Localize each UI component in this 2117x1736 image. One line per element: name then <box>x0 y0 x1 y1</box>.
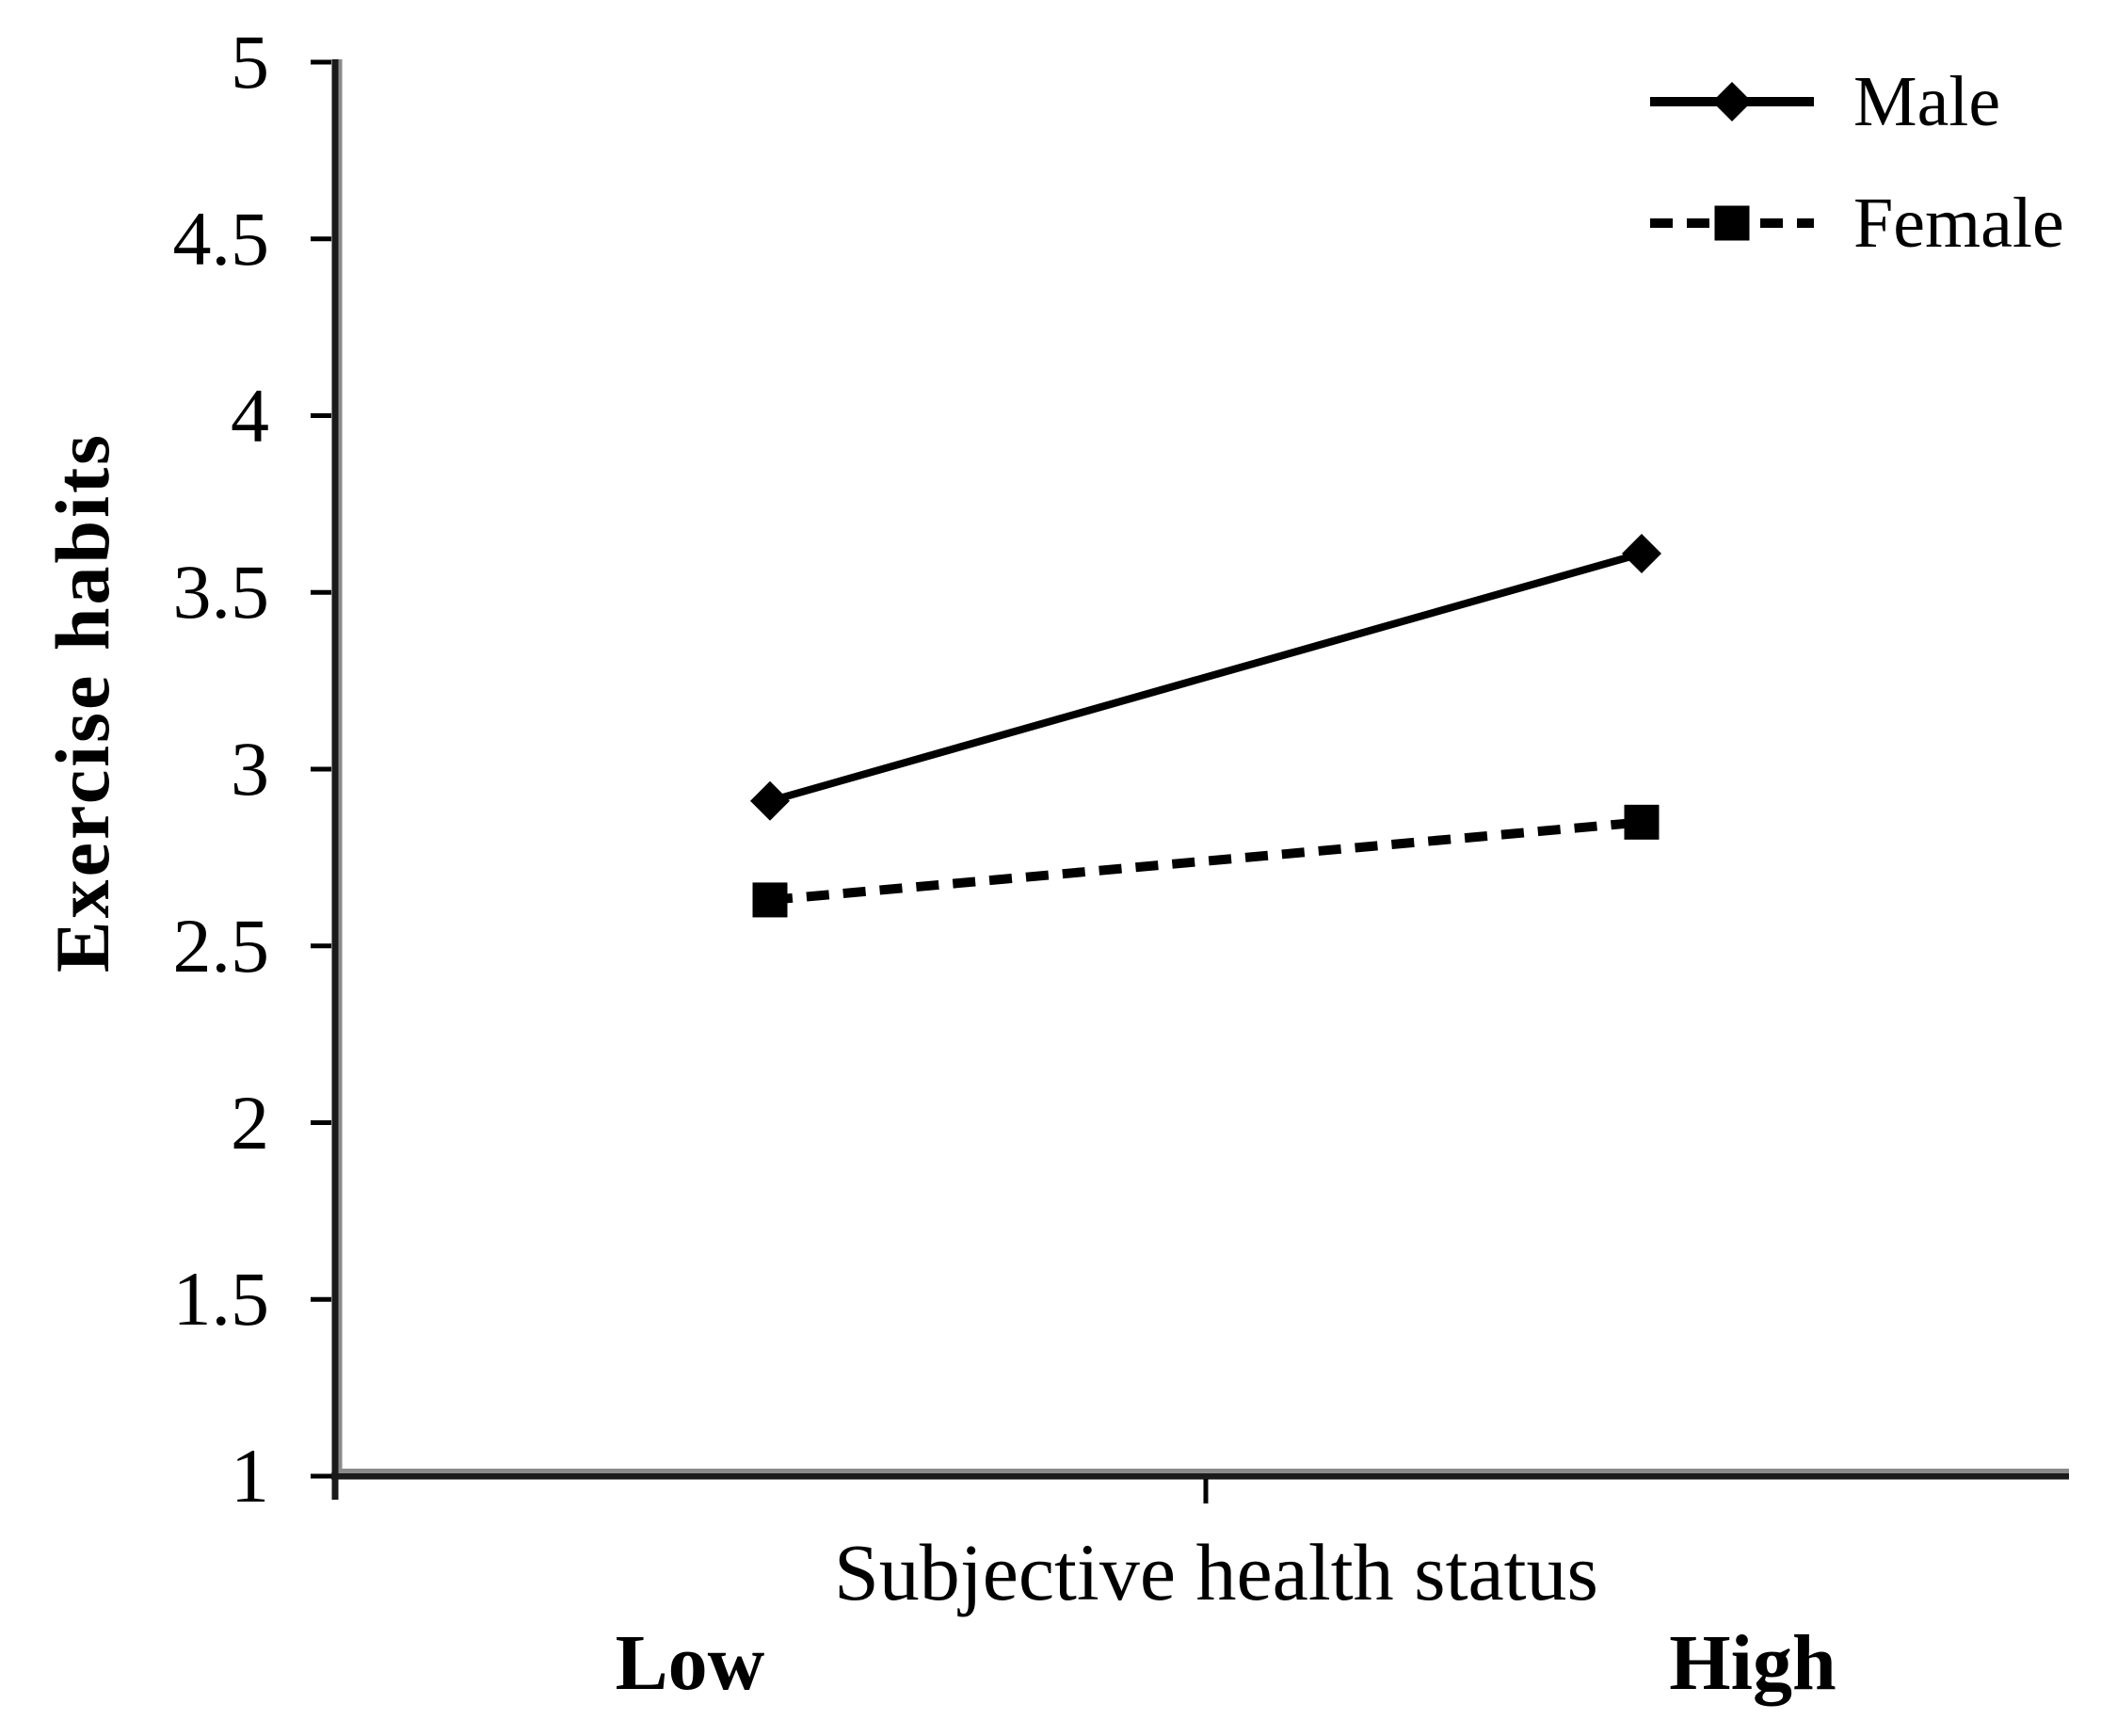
legend-item-female: Female <box>1650 187 2064 259</box>
y-tick-label-1.5: 1.5 <box>172 1256 270 1342</box>
legend-male-label: Male <box>1853 62 2001 141</box>
y-axis-title: Exercise habits <box>40 431 125 973</box>
legend-male-swatch <box>1650 82 1814 121</box>
legend-male-diamond-marker <box>1712 82 1752 121</box>
x-category-label-low: Low <box>615 1619 765 1707</box>
female-series-line <box>769 817 1643 905</box>
y-tick-label-2.5: 2.5 <box>172 902 270 989</box>
legend-item-male: Male <box>1650 66 2000 137</box>
male-marker-high <box>1622 533 1661 573</box>
y-tick-label-1: 1 <box>231 1433 269 1519</box>
y-tick-label-3: 3 <box>231 726 269 812</box>
x-category-label-high: High <box>1669 1619 1836 1707</box>
x-axis-title: Subjective health status <box>833 1527 1599 1617</box>
y-tick-label-5: 5 <box>231 19 269 104</box>
male-marker-low <box>750 780 790 821</box>
y-tick-label-2: 2 <box>231 1079 269 1165</box>
male-series-line <box>768 550 1644 805</box>
y-tick-label-4: 4 <box>231 372 269 458</box>
legend-female-label: Female <box>1853 184 2064 263</box>
y-tick-label-4.5: 4.5 <box>172 195 270 281</box>
female-marker-high <box>1624 804 1660 840</box>
female-marker-low <box>752 882 788 918</box>
legend-female-square-marker <box>1714 205 1750 241</box>
legend-female-swatch <box>1650 205 1814 241</box>
y-tick-label-3.5: 3.5 <box>172 549 270 635</box>
